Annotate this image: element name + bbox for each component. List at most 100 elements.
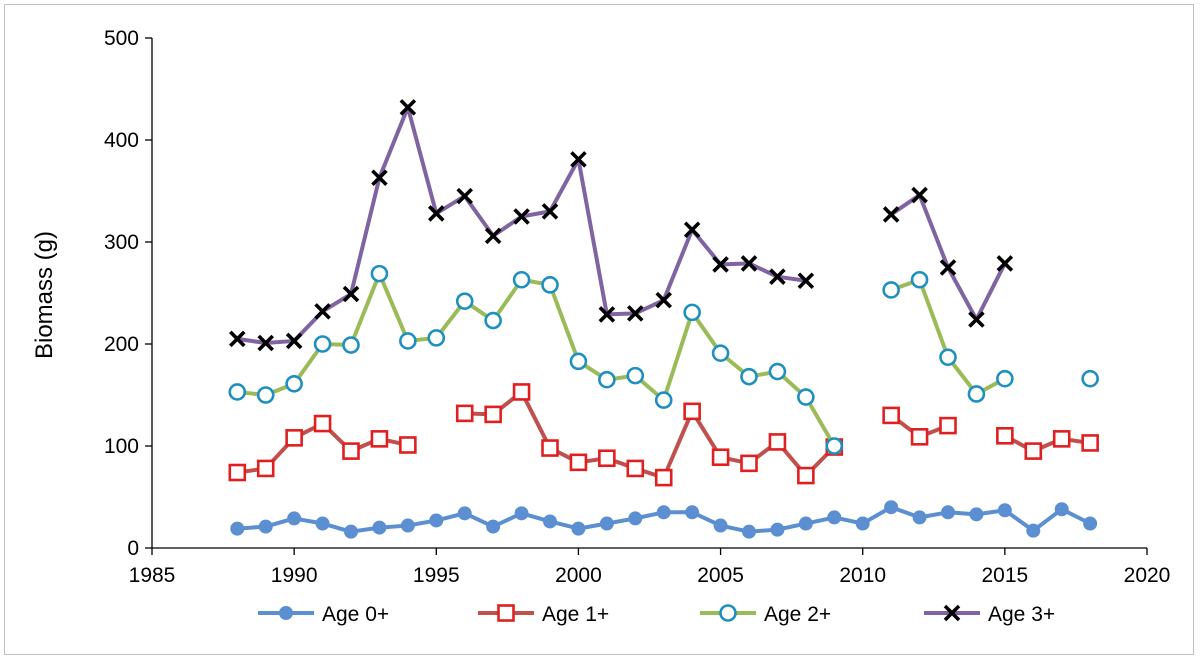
data-point <box>287 511 302 526</box>
data-point <box>455 404 474 423</box>
x-tick-label: 1995 <box>413 564 460 587</box>
data-point <box>827 510 842 525</box>
data-point <box>256 386 275 404</box>
y-tick-label: 200 <box>104 333 139 356</box>
data-point <box>400 518 415 533</box>
legend-label: Age 3+ <box>988 603 1055 626</box>
data-point <box>569 352 588 371</box>
data-point <box>230 521 245 536</box>
data-point <box>911 186 928 204</box>
data-point <box>654 468 673 487</box>
y-tick-label: 500 <box>104 27 139 50</box>
data-point <box>769 268 786 285</box>
data-point <box>968 311 985 328</box>
data-point <box>655 291 672 309</box>
data-point <box>457 506 472 521</box>
data-point <box>1026 523 1041 538</box>
data-point <box>996 255 1014 272</box>
data-point <box>342 285 360 303</box>
data-point <box>513 208 530 225</box>
data-point <box>428 205 445 222</box>
data-point <box>996 369 1014 388</box>
data-point <box>599 516 614 531</box>
data-point <box>797 272 815 290</box>
data-point <box>372 520 387 535</box>
legend-entry: Age 1+ <box>478 603 609 626</box>
legend-label: Age 2+ <box>764 603 831 626</box>
data-point <box>484 311 502 330</box>
legend-entry: Age 3+ <box>924 603 1055 626</box>
data-point <box>371 169 388 187</box>
data-point <box>598 449 616 468</box>
legend-entry: Age 0+ <box>258 603 389 626</box>
data-point <box>656 505 671 520</box>
series-age-2 <box>228 264 1099 455</box>
data-point <box>855 516 870 531</box>
data-point <box>486 519 501 534</box>
legend-marker <box>719 604 737 622</box>
data-point <box>683 221 701 239</box>
data-point <box>314 303 331 320</box>
data-point <box>712 256 729 273</box>
x-tick-label: 2005 <box>697 564 744 587</box>
data-point <box>740 255 758 272</box>
y-tick-label: 400 <box>104 129 139 152</box>
data-point <box>257 334 274 352</box>
data-point <box>628 511 643 526</box>
x-tick-label: 2020 <box>1124 564 1171 587</box>
data-point <box>939 259 957 276</box>
data-point <box>882 406 900 425</box>
series-age-3 <box>229 99 1014 352</box>
data-point <box>229 330 246 348</box>
data-point <box>740 367 758 386</box>
data-point <box>455 292 474 310</box>
data-point <box>313 335 332 353</box>
data-point <box>882 206 900 223</box>
data-point <box>797 466 815 485</box>
x-tick-label: 2010 <box>839 564 886 587</box>
y-tick-label: 0 <box>127 537 139 560</box>
data-point <box>598 306 616 323</box>
data-point <box>370 264 389 283</box>
data-point <box>711 448 730 467</box>
data-point <box>627 305 644 322</box>
data-point <box>1081 434 1099 452</box>
legend: Age 0+ Age 1+ Age 2+ Age 3+ <box>258 603 1055 626</box>
data-point <box>1024 442 1043 460</box>
data-point <box>429 513 444 528</box>
data-point <box>967 385 986 403</box>
data-point <box>1054 502 1069 517</box>
data-point <box>570 151 587 168</box>
data-point <box>685 505 700 520</box>
data-point <box>344 524 358 539</box>
y-tick-label: 300 <box>104 231 139 254</box>
data-point <box>768 362 787 381</box>
data-point <box>285 374 303 393</box>
series-line <box>890 193 1007 322</box>
data-point <box>683 402 701 421</box>
data-point <box>512 383 531 401</box>
series-layer <box>228 99 1099 539</box>
legend-marker <box>943 604 961 622</box>
data-point <box>939 416 957 435</box>
data-point <box>541 439 559 457</box>
legend-entry: Age 2+ <box>700 603 831 626</box>
data-point <box>258 519 273 534</box>
data-point <box>996 426 1014 445</box>
data-point <box>910 270 929 289</box>
legend-label: Age 0+ <box>322 603 389 626</box>
data-point <box>399 99 417 116</box>
y-axis-title: Biomass (g) <box>31 231 58 359</box>
data-point <box>768 433 787 451</box>
data-point <box>884 500 899 515</box>
data-point <box>626 459 645 478</box>
data-point <box>285 429 303 447</box>
data-point <box>313 414 332 433</box>
series-age-0 <box>230 500 1098 539</box>
axes: 0 100 200 300 400 500 1985 1990 1995 2000 2005 2010… <box>104 27 1170 587</box>
data-point <box>543 514 557 529</box>
data-point <box>456 187 473 205</box>
data-point <box>285 332 303 350</box>
data-point <box>910 428 929 446</box>
